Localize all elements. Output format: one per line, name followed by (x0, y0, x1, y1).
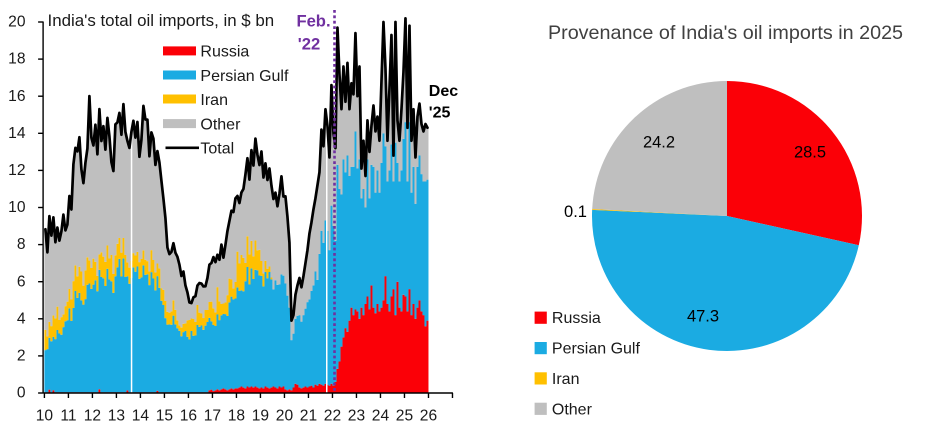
svg-text:Iran: Iran (200, 92, 228, 109)
svg-text:Persian Gulf: Persian Gulf (200, 68, 289, 85)
svg-text:20: 20 (8, 14, 26, 31)
svg-text:10: 10 (8, 199, 26, 216)
svg-text:23: 23 (348, 408, 365, 425)
svg-text:Persian Gulf: Persian Gulf (552, 341, 641, 358)
svg-text:Provenance of India's oil impo: Provenance of India's oil imports in 202… (548, 22, 903, 44)
svg-text:15: 15 (156, 408, 174, 425)
svg-text:47.3: 47.3 (687, 308, 719, 326)
svg-text:6: 6 (17, 273, 26, 290)
svg-text:Other: Other (552, 401, 593, 418)
svg-text:18: 18 (8, 51, 25, 68)
svg-text:24.2: 24.2 (643, 134, 675, 152)
svg-text:18: 18 (228, 408, 245, 425)
svg-text:21: 21 (300, 408, 317, 425)
svg-text:8: 8 (17, 236, 26, 253)
svg-text:12: 12 (8, 162, 25, 179)
svg-text:Iran: Iran (552, 371, 580, 388)
svg-text:0: 0 (17, 385, 26, 402)
svg-text:11: 11 (60, 408, 76, 425)
svg-text:19: 19 (252, 408, 269, 425)
svg-text:16: 16 (180, 408, 197, 425)
svg-text:26: 26 (420, 408, 437, 425)
svg-text:17: 17 (204, 408, 221, 425)
svg-text:Dec: Dec (429, 83, 458, 100)
svg-text:Other: Other (200, 116, 241, 133)
svg-text:10: 10 (36, 408, 54, 425)
svg-text:Russia: Russia (552, 310, 601, 327)
svg-text:12: 12 (84, 408, 101, 425)
svg-text:Feb.: Feb. (296, 11, 330, 30)
svg-text:4: 4 (17, 310, 26, 327)
svg-text:13: 13 (108, 408, 125, 425)
svg-text:'22: '22 (298, 34, 320, 53)
svg-text:16: 16 (8, 88, 25, 105)
svg-text:2: 2 (17, 348, 26, 365)
svg-text:24: 24 (372, 408, 390, 425)
svg-text:'25: '25 (429, 104, 451, 121)
svg-text:25: 25 (396, 408, 414, 425)
svg-text:28.5: 28.5 (794, 144, 826, 162)
svg-text:0.1: 0.1 (564, 203, 587, 221)
svg-text:14: 14 (8, 125, 26, 142)
svg-text:20: 20 (276, 408, 294, 425)
svg-text:Total: Total (200, 141, 234, 158)
svg-text:India's total oil imports, in: India's total oil imports, in $ bn (48, 11, 275, 30)
svg-text:14: 14 (132, 408, 150, 425)
svg-text:Russia: Russia (200, 44, 249, 61)
svg-text:22: 22 (324, 408, 341, 425)
